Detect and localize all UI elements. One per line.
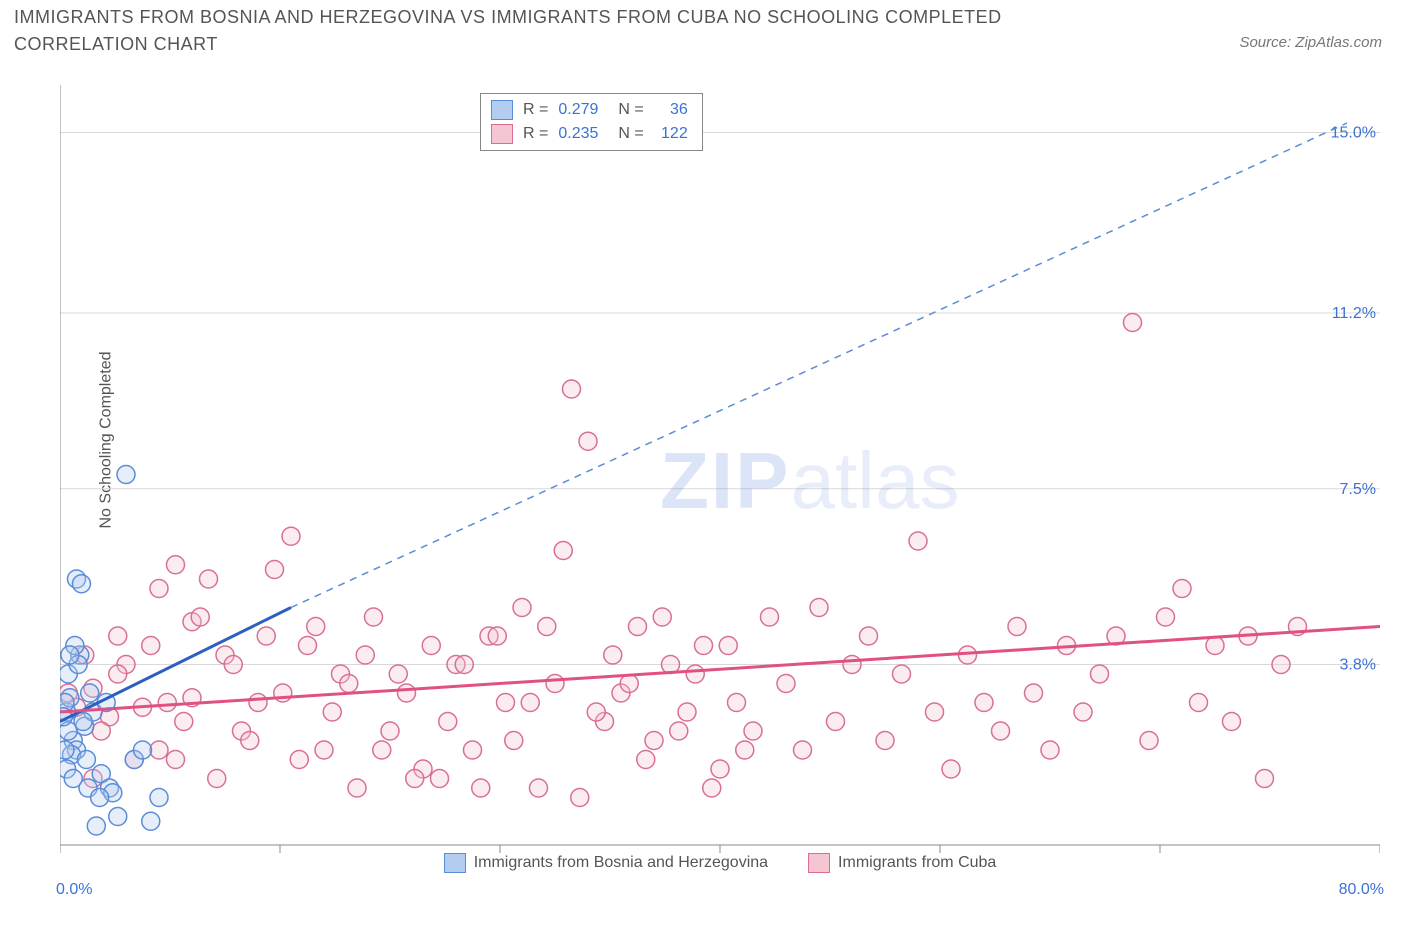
legend-n-value: 122 — [654, 122, 688, 146]
legend-swatch — [444, 853, 466, 873]
x-axis-min-label: 0.0% — [56, 881, 92, 899]
legend-r-label: R = — [523, 122, 548, 146]
legend-n-label: N = — [618, 122, 643, 146]
legend-r-value: 0.235 — [558, 122, 598, 146]
series-legend-label: Immigrants from Cuba — [838, 854, 996, 872]
stats-legend-box: R = 0.279 N = 36 R = 0.235 N = 122 — [480, 93, 703, 151]
svg-text:7.5%: 7.5% — [1340, 481, 1376, 498]
legend-r-label: R = — [523, 98, 548, 122]
stats-legend-row: R = 0.279 N = 36 — [491, 98, 688, 122]
svg-text:15.0%: 15.0% — [1331, 125, 1376, 142]
legend-swatch — [808, 853, 830, 873]
scatter-chart: 3.8%7.5%11.2%15.0% ZIPatlas R =0.279N =3… — [60, 85, 1380, 875]
legend-n-label: N = — [618, 98, 643, 122]
legend-swatch — [491, 124, 513, 144]
source-label: Source: ZipAtlas.com — [1239, 34, 1382, 51]
series-legend: Immigrants from Bosnia and Herzegovina Im… — [60, 851, 1380, 875]
series-legend-item: Immigrants from Bosnia and Herzegovina — [444, 851, 768, 875]
legend-r-value: 0.279 — [558, 98, 598, 122]
svg-text:3.8%: 3.8% — [1340, 657, 1376, 674]
series-legend-label: Immigrants from Bosnia and Herzegovina — [474, 854, 768, 872]
chart-title: IMMIGRANTS FROM BOSNIA AND HERZEGOVINA V… — [14, 4, 1094, 58]
legend-swatch — [491, 100, 513, 120]
legend-n-value: 36 — [654, 98, 688, 122]
x-axis-max-label: 80.0% — [1339, 881, 1384, 899]
series-legend-item: Immigrants from Cuba — [808, 851, 996, 875]
chart-svg: 3.8% 7.5% 11.2% 15.0% — [60, 85, 1380, 875]
svg-text:11.2%: 11.2% — [1332, 305, 1376, 322]
stats-legend-row: R = 0.235 N = 122 — [491, 122, 688, 146]
